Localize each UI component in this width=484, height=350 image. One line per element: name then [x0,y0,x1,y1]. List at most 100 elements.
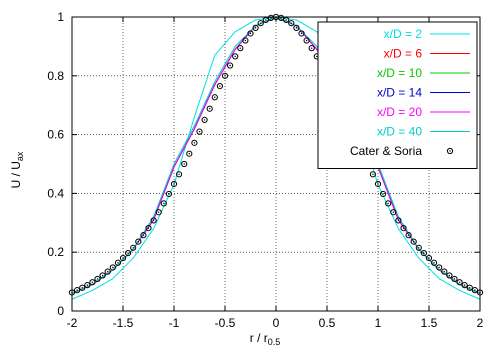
data-point-center [458,281,461,283]
data-point-center [76,289,78,291]
data-point [135,238,142,245]
data-point-center [158,211,160,213]
data-point-center [137,240,139,243]
y-tick-label: 1 [57,10,64,24]
data-point [298,30,305,37]
data-point [130,244,137,251]
data-point-center [198,130,201,133]
legend-label: Cater & Soria [350,144,422,158]
data-point-center [173,183,175,185]
data-point-center [224,75,226,77]
legend-label: x/D = 14 [377,86,422,100]
data-point [160,200,167,207]
data-point [89,279,96,286]
data-point [405,232,412,239]
data-point [247,30,254,37]
data-point-center [132,247,134,249]
x-tick-label: 2 [477,316,484,330]
data-point-center [254,27,257,29]
data-point-center [265,19,267,21]
y-tick-label: 0 [57,304,64,318]
data-point [451,275,458,283]
data-point [308,45,315,52]
legend-marker [446,147,454,155]
x-tick-label: 0.5 [319,316,336,330]
legend-box [317,21,478,169]
data-point-center [280,17,282,19]
data-point [385,200,392,207]
data-point-center [305,39,308,42]
data-point [170,180,178,188]
data-point [456,279,463,286]
legend-label: x/D = 10 [377,66,422,80]
data-point-center [311,47,313,49]
x-tick-label: 0 [273,316,280,330]
legend-marker-center [449,150,451,152]
data-point [155,209,162,216]
data-point [400,224,407,232]
x-tick-label: -2 [67,316,78,330]
data-point-center [142,234,145,236]
data-point-center [183,163,185,165]
tick-labels: -2 -1.5 -1 -0.5 0 0.5 1 1.5 2 0 0.2 0.4 0.6 0.8 1 [47,10,483,330]
data-point-center [209,108,211,110]
data-point-center [428,257,430,259]
data-point [293,24,300,31]
x-axis-label: r / r0.5 [250,331,281,347]
data-point-center [168,193,170,195]
data-point [201,116,208,124]
data-point [84,282,91,289]
data-point-center [402,227,405,229]
data-point [436,264,443,271]
data-point-center [382,193,384,195]
data-point [109,264,116,271]
data-point [227,62,234,69]
data-point [74,287,81,294]
data-point [99,272,106,279]
data-point-center [423,252,425,254]
data-point [181,160,188,168]
data-point [446,272,453,279]
axis-ticks [71,16,481,312]
data-point-center [407,234,410,236]
data-point [420,249,427,257]
data-point [252,24,259,31]
data-point [104,268,111,275]
x-tick-label: -1 [169,316,180,330]
data-point [395,217,402,224]
data-point-center [122,257,124,259]
y-tick-label: 0.2 [47,245,64,259]
data-point [441,268,448,275]
data-point [119,254,127,262]
data-point-center [214,96,216,98]
data-point [374,180,382,188]
data-point [150,217,157,224]
data-point-center [244,39,247,42]
data-point [232,53,239,60]
data-point-center [387,202,389,205]
data-point-center [392,211,394,213]
data-point [140,232,147,239]
data-point [431,259,438,266]
x-tick-label: -0.5 [215,316,236,330]
data-point [425,254,433,262]
data-point-center [163,202,165,205]
data-point-center [260,22,262,24]
data-point [278,14,285,21]
data-point [196,128,203,135]
data-point [165,190,172,198]
data-point-center [300,32,303,35]
data-point-center [96,278,99,280]
data-point [242,37,249,44]
data-point-center [285,19,287,21]
data-point [79,284,86,291]
data-point [191,139,198,146]
data-point [257,20,264,27]
data-point-center [438,266,440,269]
data-point-center [249,32,252,35]
data-point-center [418,247,420,249]
data-point-center [413,240,415,243]
data-point [288,20,295,27]
data-point-center [290,22,292,24]
